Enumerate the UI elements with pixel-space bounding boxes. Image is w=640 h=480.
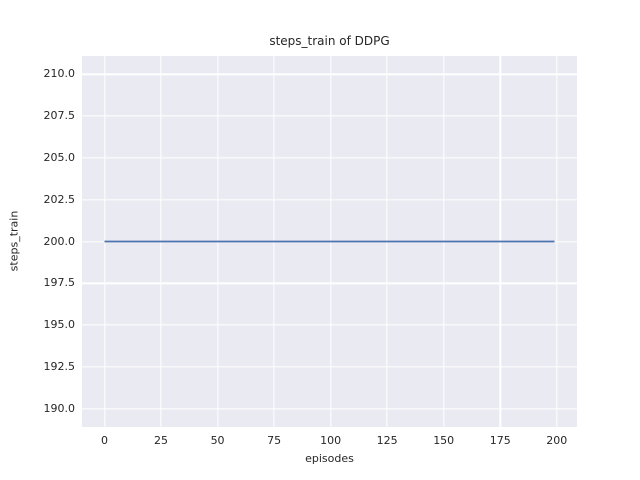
chart-title: steps_train of DDPG bbox=[269, 34, 390, 48]
y-tick-label: 190.0 bbox=[43, 401, 76, 415]
x-tick-label: 200 bbox=[546, 434, 568, 447]
y-gridline bbox=[82, 366, 577, 368]
y-gridline bbox=[82, 115, 577, 117]
series-layer bbox=[104, 240, 555, 243]
y-tick-label: 195.0 bbox=[43, 318, 76, 332]
x-tick-label: 75 bbox=[267, 434, 282, 447]
x-tick-label: 50 bbox=[210, 434, 225, 447]
y-tick-label: 200.0 bbox=[43, 234, 76, 248]
x-tick-label: 25 bbox=[154, 434, 169, 447]
y-tick-label: 192.5 bbox=[43, 359, 76, 373]
y-gridline bbox=[82, 282, 577, 284]
y-gridline bbox=[82, 73, 577, 76]
y-gridline bbox=[82, 157, 577, 159]
x-tick-label: 150 bbox=[433, 434, 455, 447]
x-tick-label: 0 bbox=[101, 434, 108, 447]
y-gridline bbox=[82, 199, 577, 201]
y-gridline bbox=[82, 407, 577, 410]
y-tick-label: 197.5 bbox=[43, 276, 76, 290]
x-axis-label: episodes bbox=[305, 452, 354, 465]
y-tick-label: 205.0 bbox=[43, 150, 76, 164]
y-tick-label: 202.5 bbox=[43, 192, 76, 206]
x-tick-label: 175 bbox=[489, 434, 511, 447]
x-tick-label: 125 bbox=[376, 434, 398, 447]
y-tick-label: 210.0 bbox=[43, 67, 76, 81]
y-gridline bbox=[82, 324, 577, 326]
y-tick-label: 207.5 bbox=[43, 109, 76, 123]
plot-area bbox=[82, 56, 577, 427]
x-tick-label: 100 bbox=[320, 434, 342, 447]
y-axis-label: steps_train bbox=[7, 210, 21, 272]
